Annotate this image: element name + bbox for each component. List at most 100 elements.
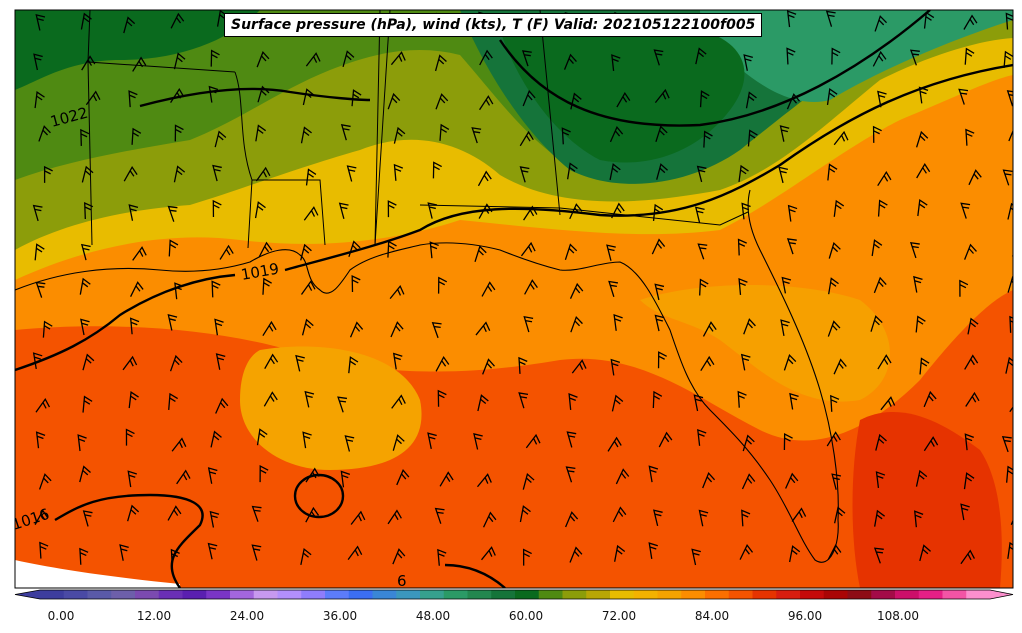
wind-barb <box>833 199 845 217</box>
wind-barb <box>129 317 140 335</box>
wind-barb <box>38 473 52 490</box>
colorbar-segment <box>752 590 777 599</box>
wind-barb <box>262 320 277 337</box>
colorbar-segment <box>491 590 516 599</box>
wind-barb <box>208 85 219 103</box>
colorbar-segment <box>538 590 563 599</box>
wind-barb <box>337 396 348 413</box>
wind-barb <box>35 281 46 298</box>
wind-barb <box>833 358 847 375</box>
temp-region-dark-green <box>15 10 260 90</box>
wind-barb <box>652 390 663 408</box>
wind-barb <box>123 16 136 34</box>
wind-barb <box>35 14 46 31</box>
temp-region-orange-light-2 <box>640 285 890 402</box>
wind-barb <box>831 47 841 65</box>
wind-barb <box>873 547 884 564</box>
wind-barb <box>697 243 708 260</box>
wind-barb <box>967 317 979 335</box>
wind-barb <box>1008 125 1013 142</box>
wind-barb <box>698 509 709 527</box>
wind-barb <box>478 203 493 219</box>
wind-barb <box>919 357 930 375</box>
wind-barb <box>521 50 532 67</box>
wind-barb <box>348 356 359 374</box>
wind-barb <box>174 282 184 300</box>
wind-barb <box>741 202 751 220</box>
wind-barb <box>80 243 91 261</box>
wind-barb <box>783 354 797 371</box>
wind-barb <box>1011 241 1013 257</box>
colorbar-segment <box>847 590 872 599</box>
wind-barb <box>81 165 94 183</box>
wind-barb <box>743 54 753 71</box>
wind-barb <box>42 320 53 338</box>
wind-barb <box>396 469 410 486</box>
wind-barb <box>34 91 45 109</box>
wind-barb <box>652 203 664 221</box>
wind-barb <box>431 322 442 339</box>
wind-barb <box>787 204 798 222</box>
colorbar-segment <box>372 590 397 599</box>
wind-barb <box>168 239 179 257</box>
wind-barbs <box>32 10 1013 566</box>
wind-barb <box>251 505 262 522</box>
wind-barb <box>738 277 748 295</box>
wind-barb <box>870 315 883 332</box>
wind-barb <box>392 548 406 565</box>
colorbar-segment <box>420 590 445 599</box>
wind-barb <box>437 548 447 566</box>
wind-barb <box>654 88 670 104</box>
wind-barb <box>473 433 483 450</box>
wind-barb <box>522 472 535 490</box>
wind-barb <box>256 428 268 446</box>
wind-barb <box>85 90 101 106</box>
wind-barb <box>262 277 272 295</box>
wind-barb <box>959 279 969 297</box>
wind-barb <box>1007 541 1013 559</box>
wind-barb <box>305 506 320 523</box>
wind-barb <box>351 89 362 107</box>
wind-barb <box>827 320 841 337</box>
wind-barb <box>300 548 312 565</box>
colorbar-extend-low <box>15 590 40 599</box>
wind-barb <box>608 280 619 297</box>
wind-barb <box>392 434 405 451</box>
wind-barb <box>437 276 448 294</box>
colorbar-segment <box>277 590 302 599</box>
wind-barb <box>127 470 137 488</box>
wind-barb <box>611 394 624 412</box>
missing-data-corner <box>15 560 180 588</box>
wind-barb <box>743 318 756 335</box>
wind-barb <box>82 395 93 413</box>
wind-barb <box>960 202 971 219</box>
wind-barb <box>871 239 883 257</box>
wind-barb <box>613 313 623 331</box>
colorbar-tick-108: 108.00 <box>877 609 919 623</box>
wind-barb <box>960 503 970 521</box>
wind-barb <box>915 315 926 333</box>
wind-barb <box>786 10 797 28</box>
wind-barb <box>828 241 841 259</box>
wind-barb <box>960 549 975 565</box>
wind-barb <box>302 88 315 106</box>
wind-barb <box>965 128 975 146</box>
wind-barb <box>79 277 91 295</box>
wind-barb <box>168 392 178 410</box>
wind-barb <box>170 548 180 566</box>
wind-barb <box>518 356 528 374</box>
wind-barb <box>785 472 799 489</box>
wind-barb <box>519 166 530 183</box>
wind-barb <box>39 541 49 559</box>
colorbar-segment <box>657 590 682 599</box>
wind-barb <box>259 465 269 483</box>
colorbar-segment <box>966 590 991 599</box>
wind-barb <box>439 123 450 141</box>
wind-barb <box>611 54 621 72</box>
wind-barb <box>958 88 969 105</box>
wind-barb <box>783 432 793 451</box>
wind-barb <box>1001 436 1012 453</box>
wind-barb <box>481 281 496 297</box>
wind-barb <box>568 393 578 411</box>
